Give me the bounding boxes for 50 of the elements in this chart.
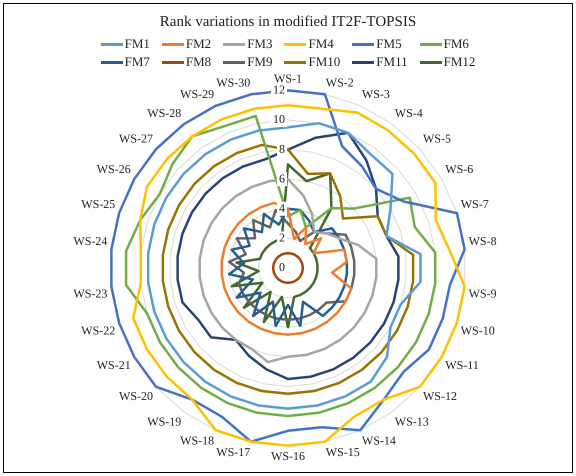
spoke-label: WS-17 [216, 444, 250, 459]
spoke-label: WS-18 [180, 433, 214, 448]
y-tick-label: 10 [273, 112, 285, 126]
legend-label: FM5 [376, 36, 402, 52]
legend-label: FM10 [308, 54, 340, 70]
legend-label: FM4 [308, 36, 334, 52]
legend-label: FM8 [186, 54, 212, 70]
legend-label: FM11 [376, 54, 408, 70]
chart-title: Rank variations in modified IT2F-TOPSIS [158, 14, 418, 32]
y-tick-label: 2 [279, 230, 285, 245]
y-tick-label: 4 [279, 200, 285, 215]
legend-label: FM9 [247, 54, 272, 70]
spoke-label: WS-20 [119, 388, 154, 403]
y-tick-label: 6 [279, 171, 285, 186]
legend-label: FM7 [124, 54, 150, 70]
spoke-label: WS-7 [460, 196, 489, 211]
spoke-label: WS-4 [394, 106, 423, 120]
legend-label: FM12 [444, 54, 476, 70]
spoke-label: WS-16 [271, 448, 305, 463]
spoke-label: WS-28 [147, 106, 182, 120]
spoke-label: WS-29 [180, 87, 214, 102]
spoke-label: WS-13 [394, 414, 429, 428]
legend-label: FM2 [186, 36, 212, 52]
spoke-label: WS-22 [81, 323, 116, 338]
spoke-label: WS-26 [96, 162, 131, 176]
spoke-label: WS-23 [73, 286, 108, 300]
spoke-label: WS-12 [422, 388, 457, 403]
spoke-label: WS-30 [216, 75, 250, 90]
spoke-label: WS-14 [362, 433, 396, 448]
spoke-label: WS-6 [445, 162, 474, 176]
spoke-label: WS-3 [362, 87, 390, 102]
y-tick-label: 12 [273, 82, 285, 97]
spoke-label: WS-15 [326, 444, 360, 459]
y-tick-label: 0 [279, 260, 285, 274]
spoke-label: WS-21 [96, 358, 131, 372]
spoke-label: WS-19 [147, 414, 182, 428]
spoke-label: WS-8 [468, 234, 497, 248]
spoke-label: WS-24 [73, 234, 108, 248]
spoke-label: WS-10 [460, 323, 495, 338]
legend-label: FM1 [124, 36, 150, 52]
spoke-label: WS-11 [445, 358, 479, 372]
spoke-label: WS-1 [274, 71, 302, 86]
legend-label: FM6 [444, 36, 469, 52]
y-tick-label: 8 [279, 142, 285, 156]
spoke-label: WS-25 [81, 196, 116, 211]
legend-label: FM3 [247, 36, 272, 52]
spoke-label: WS-2 [326, 75, 354, 90]
spoke-label: WS-5 [422, 131, 451, 146]
spoke-label: WS-27 [119, 131, 154, 146]
spoke-label: WS-9 [468, 286, 497, 300]
